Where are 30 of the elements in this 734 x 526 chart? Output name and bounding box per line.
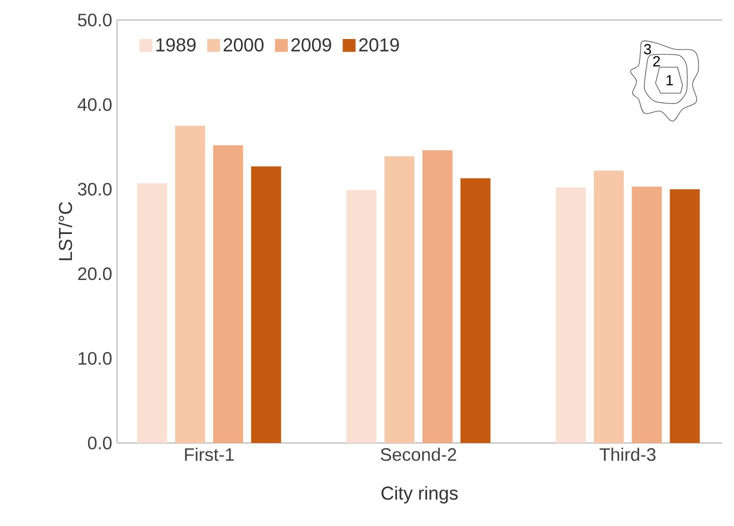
bar [346, 190, 376, 443]
bar [670, 189, 700, 443]
y-tick-label: 0.0 [88, 436, 112, 450]
annotation: 3 [644, 44, 651, 54]
bar [175, 126, 206, 443]
x-tick-label: Third-3 [600, 448, 656, 461]
y-axis-title: LST/°C [58, 202, 72, 260]
bar [594, 170, 624, 443]
y-tick-label: 30.0 [78, 182, 112, 196]
legend-label: 2000 [224, 38, 264, 52]
y-tick-label: 50.0 [78, 14, 112, 26]
annotation: 2 [653, 56, 660, 66]
bar [384, 156, 414, 443]
annotation: 1 [666, 75, 673, 86]
y-tick-label: 20.0 [78, 267, 112, 280]
bar [422, 150, 452, 443]
legend-label: 1989 [156, 38, 196, 52]
y-tick-label: 10.0 [78, 352, 112, 365]
bar [251, 166, 282, 443]
bar [137, 183, 168, 443]
legend-label: 2019 [359, 38, 399, 52]
bar [213, 145, 244, 443]
legend-label: 2009 [291, 38, 332, 52]
bar [556, 188, 586, 443]
bar [460, 178, 490, 443]
x-tick-label: Second-2 [380, 448, 456, 461]
bar [632, 186, 662, 443]
x-axis-title: City rings [382, 486, 458, 504]
x-tick-label: First-1 [185, 448, 234, 461]
y-tick-label: 40.0 [78, 98, 112, 111]
